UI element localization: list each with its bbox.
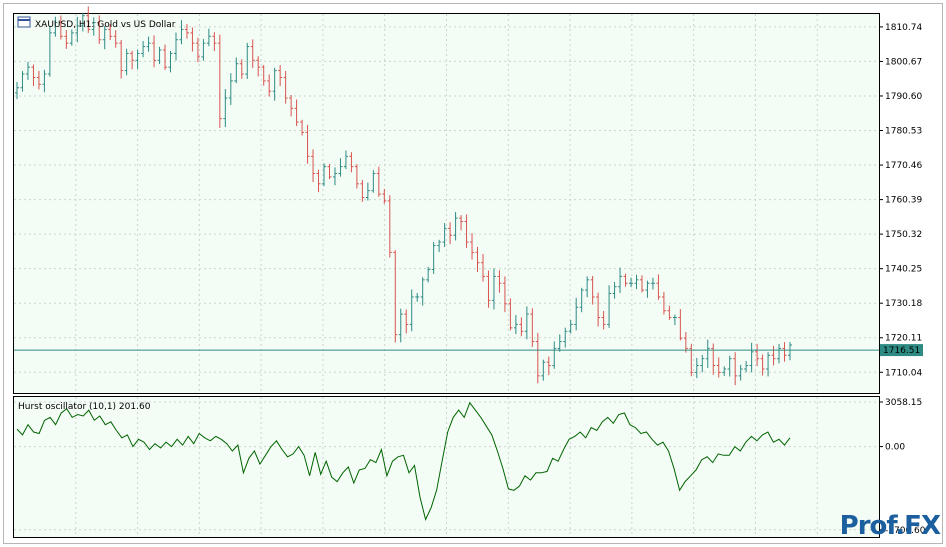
brand-logo: Prof.FX — [839, 511, 941, 541]
osc-y-tick-label: -5706.60 — [885, 526, 926, 536]
y-tick-label: 1810.74 — [885, 23, 922, 33]
chart-window-icon — [17, 16, 31, 28]
y-tick-label: 1730.18 — [885, 299, 922, 309]
chart-header: XAUUSD, H1: Gold vs US Dollar — [17, 16, 176, 30]
current-price-badge — [880, 344, 923, 357]
y-tick-label: 1790.60 — [885, 92, 922, 102]
oscillator-title: Hurst oscillator (10,1) 201.60 — [18, 402, 151, 412]
chart-title: XAUUSD, H1: Gold vs US Dollar — [35, 20, 176, 30]
osc-y-tick-label: 0.00 — [885, 443, 905, 453]
brand-logo-text: Prof.FX — [839, 511, 941, 541]
osc-y-tick-label: 3058.15 — [885, 398, 922, 408]
y-tick-label: 1750.32 — [885, 230, 922, 240]
hurst-oscillator-line — [16, 401, 791, 521]
y-tick-label: 1760.39 — [885, 196, 922, 206]
y-tick-label: 1780.53 — [885, 127, 922, 137]
y-tick-label: 1710.04 — [885, 368, 922, 378]
current-price-label: 1716.51 — [883, 346, 920, 356]
y-tick-label: 1800.67 — [885, 57, 922, 67]
y-tick-label: 1770.46 — [885, 161, 922, 171]
y-tick-label: 1720.11 — [885, 334, 922, 344]
y-tick-label: 1740.25 — [885, 265, 922, 275]
